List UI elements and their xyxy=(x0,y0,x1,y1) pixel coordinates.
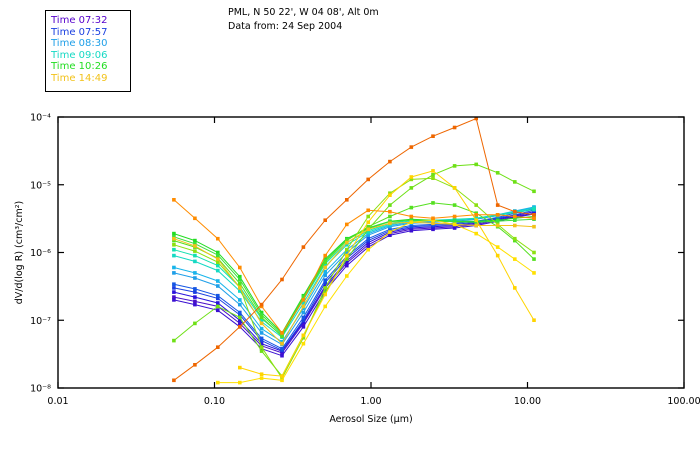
svg-text:0.01: 0.01 xyxy=(47,396,68,407)
svg-text:10.00: 10.00 xyxy=(514,396,541,407)
svg-text:10⁻⁴: 10⁻⁴ xyxy=(30,113,51,124)
axis-frame xyxy=(57,116,685,389)
title-line-1: PML, N 50 22', W 04 08', Alt 0m xyxy=(228,7,379,18)
legend-entry: Time 08:30 xyxy=(51,38,108,50)
svg-text:10⁻⁸: 10⁻⁸ xyxy=(30,384,51,395)
legend-entry: Time 14:49 xyxy=(51,72,108,84)
svg-text:100.00: 100.00 xyxy=(667,396,700,407)
svg-text:10⁻⁵: 10⁻⁵ xyxy=(30,180,51,191)
axis-ticks: 0.01 0.10 1.00 10.00 100.00 10⁻⁴ 10⁻⁵ 10⁻⁶ 10⁻⁷ 1… xyxy=(14,113,700,426)
svg-text:0.10: 0.10 xyxy=(204,396,225,407)
legend-entry: Time 07:57 xyxy=(51,26,108,38)
legend-entry: Time 09:06 xyxy=(51,49,108,61)
chart-title-block: PML, N 50 22', W 04 08', Alt 0m Data fro… xyxy=(228,6,379,34)
svg-text:10⁻⁶: 10⁻⁶ xyxy=(30,248,51,259)
series-layer xyxy=(172,116,536,385)
svg-text:1.00: 1.00 xyxy=(360,396,381,407)
legend-entry: Time 10:26 xyxy=(51,61,108,73)
svg-text:10⁻⁷: 10⁻⁷ xyxy=(30,316,51,327)
legend-entry: Time 07:32 xyxy=(51,15,108,26)
legend-box: Time 07:32 Time 07:57 Time 08:30 Time 09… xyxy=(45,10,131,92)
x-axis-label: Aerosol Size (μm) xyxy=(329,414,412,425)
y-axis-label: dV/d(log R) (cm³/cm²) xyxy=(14,201,25,304)
title-line-2: Data from: 24 Sep 2004 xyxy=(228,21,343,32)
